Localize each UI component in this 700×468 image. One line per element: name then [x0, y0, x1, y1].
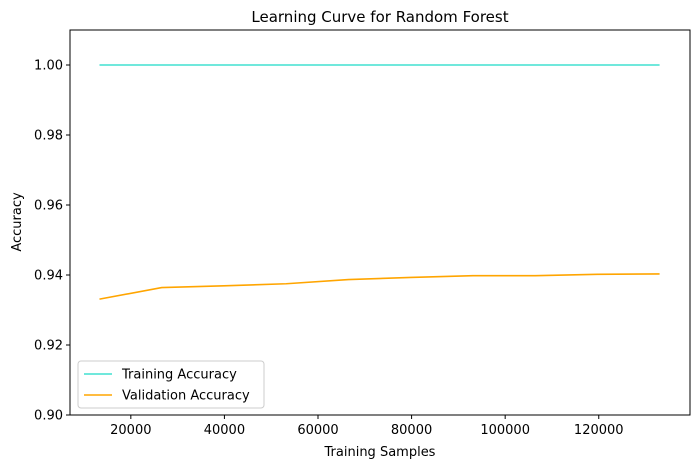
plot-frame	[69, 29, 691, 416]
y-axis-title: Accuracy	[10, 192, 25, 252]
legend: Training Accuracy Validation Accuracy	[77, 360, 265, 409]
x-tick-label: 60000	[297, 423, 338, 438]
y-tick-label: 1.00	[34, 59, 63, 74]
plot-area: 20000 40000 60000 80000 100000 120000 0.90 0.92…	[34, 29, 691, 438]
chart-title: Learning Curve for Random Forest	[251, 8, 508, 26]
series-line-validation-accuracy	[99, 273, 660, 300]
y-tick-label: 0.92	[34, 339, 63, 354]
x-axis-title: Training Samples	[324, 445, 436, 460]
y-tick-label: 0.96	[34, 199, 63, 214]
y-tick-label: 0.94	[34, 269, 63, 284]
y-tick-label: 0.98	[34, 129, 63, 144]
legend-label-training-accuracy: Training Accuracy	[121, 368, 237, 383]
x-tick-label: 120000	[574, 423, 624, 438]
legend-label-validation-accuracy: Validation Accuracy	[122, 389, 250, 404]
x-tick-label: 20000	[110, 423, 151, 438]
x-tick-label: 80000	[391, 423, 432, 438]
y-tick-label: 0.90	[34, 409, 63, 424]
x-tick-label: 40000	[204, 423, 245, 438]
x-tick-label: 100000	[480, 423, 530, 438]
legend-box	[77, 360, 265, 409]
